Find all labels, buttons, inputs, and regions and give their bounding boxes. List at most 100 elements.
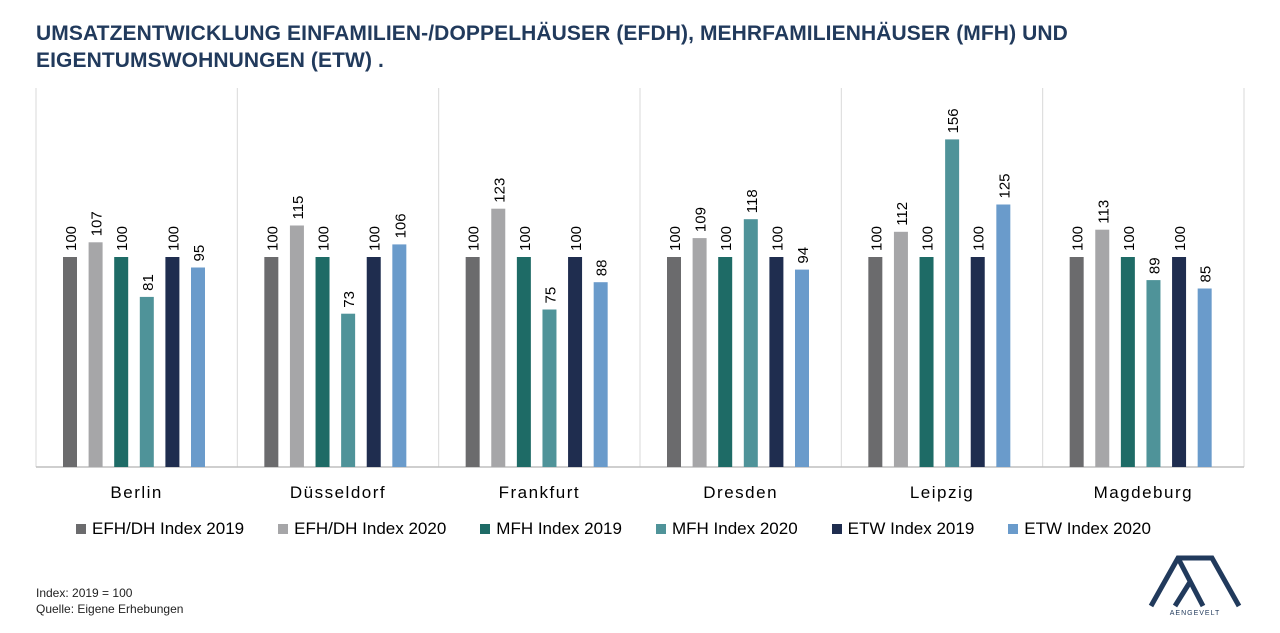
data-label: 123 — [491, 178, 508, 203]
index-note: Index: 2019 = 100 — [36, 586, 133, 600]
bar-frankfurt-2 — [516, 257, 531, 467]
bar-berlin-3 — [139, 296, 154, 467]
data-label: 100 — [769, 226, 786, 251]
data-label: 81 — [140, 274, 157, 291]
data-label: 100 — [466, 226, 483, 251]
bar-leipzig-3 — [945, 139, 960, 467]
bar-düsseldorf-1 — [289, 225, 304, 467]
bar-magdeburg-3 — [1146, 280, 1161, 467]
data-label: 100 — [316, 226, 333, 251]
source-note: Quelle: Eigene Erhebungen — [36, 602, 184, 616]
bar-leipzig-0 — [868, 257, 883, 467]
bar-berlin-2 — [114, 257, 129, 467]
legend-label: MFH Index 2020 — [671, 519, 798, 538]
data-label: 89 — [1146, 257, 1163, 274]
bar-düsseldorf-0 — [264, 257, 279, 467]
bar-frankfurt-3 — [542, 309, 557, 467]
bar-leipzig-1 — [893, 231, 908, 467]
bar-magdeburg-5 — [1197, 288, 1212, 467]
data-label: 106 — [392, 213, 409, 238]
legend-item: EFH/DH Index 2020 — [278, 519, 446, 539]
data-label: 100 — [63, 226, 80, 251]
data-label: 100 — [517, 226, 534, 251]
bar-dresden-1 — [692, 238, 707, 467]
legend-swatch — [76, 524, 86, 534]
legend-label: ETW Index 2020 — [1024, 519, 1151, 538]
bar-berlin-5 — [191, 267, 205, 467]
data-label: 100 — [264, 226, 281, 251]
bar-düsseldorf-4 — [366, 257, 381, 467]
data-label: 100 — [1121, 226, 1138, 251]
data-label: 100 — [920, 226, 937, 251]
bar-berlin-4 — [165, 257, 180, 467]
legend-item: EFH/DH Index 2019 — [76, 519, 244, 539]
data-label: 100 — [1172, 226, 1189, 251]
bar-frankfurt-0 — [465, 257, 480, 467]
x-tick-label: Leipzig — [910, 483, 974, 502]
legend-swatch — [831, 524, 842, 534]
bar-frankfurt-1 — [491, 208, 506, 467]
bar-magdeburg-4 — [1172, 257, 1187, 467]
data-label: 115 — [290, 196, 307, 220]
legend-label: EFH/DH Index 2019 — [92, 519, 245, 538]
data-label: 100 — [667, 226, 684, 251]
data-label: 100 — [718, 226, 735, 251]
bar-frankfurt-5 — [593, 282, 608, 467]
legend-item: MFH Index 2020 — [655, 519, 798, 539]
data-label: 100 — [868, 226, 885, 251]
legend-item: ETW Index 2019 — [831, 519, 975, 539]
legend-swatch — [655, 524, 666, 534]
data-label: 112 — [894, 202, 911, 226]
data-label: 113 — [1095, 200, 1112, 224]
bar-frankfurt-4 — [568, 257, 583, 467]
chart-legend: EFH/DH Index 2019 EFH/DH Index 2020 MFH In… — [76, 516, 1185, 542]
bar-leipzig-5 — [996, 204, 1011, 467]
legend-swatch — [1008, 524, 1019, 534]
bar-dresden-3 — [743, 219, 758, 467]
legend-label: ETW Index 2019 — [847, 519, 975, 538]
legend-swatch — [480, 524, 491, 534]
data-label: 85 — [1198, 266, 1215, 283]
data-label: 95 — [191, 245, 208, 262]
data-label: 73 — [341, 291, 358, 308]
x-tick-label: Dresden — [703, 483, 778, 502]
x-tick-label: Düsseldorf — [290, 483, 386, 502]
bar-dresden-4 — [769, 257, 784, 467]
bar-leipzig-4 — [970, 257, 985, 467]
data-label: 75 — [542, 287, 559, 304]
bar-düsseldorf-3 — [341, 313, 356, 467]
bar-berlin-1 — [88, 242, 103, 467]
bar-magdeburg-1 — [1095, 229, 1110, 467]
chart-title-line-2: EIGENTUMSWOHNUNGEN (ETW) . — [36, 49, 384, 72]
data-label: 100 — [971, 226, 988, 251]
bar-dresden-5 — [795, 269, 809, 467]
x-tick-label: Magdeburg — [1094, 483, 1194, 502]
aengevelt-logo-icon — [1148, 555, 1242, 608]
legend-swatch — [278, 524, 289, 534]
x-tick-label: Frankfurt — [499, 483, 581, 502]
legend-label: MFH Index 2019 — [496, 519, 622, 538]
legend-item: MFH Index 2019 — [480, 519, 622, 539]
data-label: 88 — [594, 260, 611, 277]
data-label: 100 — [114, 226, 131, 251]
bar-düsseldorf-5 — [392, 244, 407, 467]
bar-magdeburg-0 — [1069, 257, 1084, 467]
logo-text: AENGEVELT — [1169, 610, 1221, 617]
x-tick-label: Berlin — [110, 483, 162, 502]
chart-title-line-1: UMSATZENTWICKLUNG EINFAMILIEN-/DOPPELHÄU… — [36, 22, 1068, 45]
data-label: 100 — [367, 226, 384, 251]
data-label: 100 — [165, 226, 182, 251]
legend-label: EFH/DH Index 2020 — [294, 519, 447, 538]
data-label: 100 — [1070, 226, 1087, 251]
data-label: 109 — [693, 207, 710, 232]
data-label: 156 — [945, 108, 962, 133]
data-label: 125 — [996, 173, 1013, 198]
data-label: 118 — [744, 189, 761, 213]
bar-magdeburg-2 — [1120, 257, 1135, 467]
bar-berlin-0 — [63, 257, 77, 467]
bar-dresden-0 — [667, 257, 681, 467]
data-label: 100 — [568, 226, 585, 251]
bar-dresden-2 — [718, 257, 733, 467]
data-label: 107 — [89, 211, 106, 236]
